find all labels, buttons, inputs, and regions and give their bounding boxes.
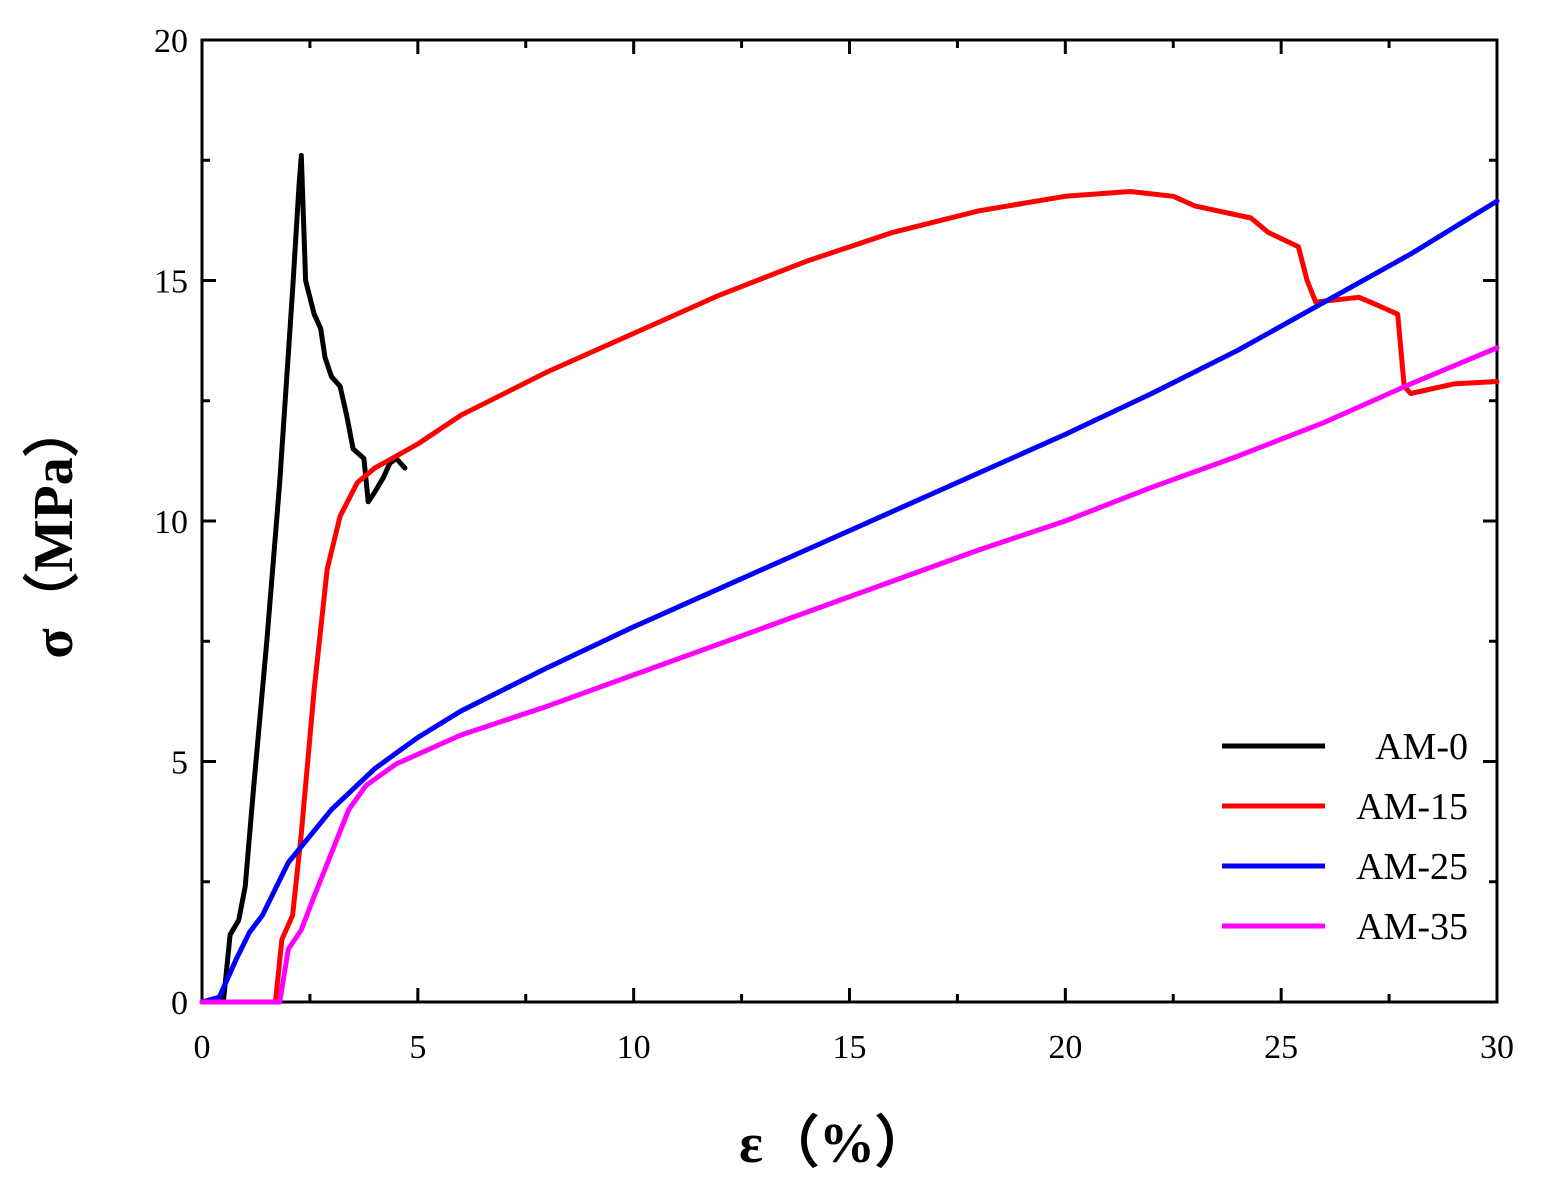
- series-line-am-0: [199, 152, 408, 1005]
- legend: AM-0 AM-15 AM-25 AM-35: [1222, 726, 1468, 948]
- legend-label-am-15: AM-15: [1356, 786, 1468, 828]
- x-tick-label: 10: [617, 1029, 651, 1066]
- series-line-am-35: [199, 345, 1500, 1005]
- x-tick-label: 20: [1048, 1029, 1082, 1066]
- legend-label-am-0: AM-0: [1375, 726, 1468, 768]
- x-axis-title: ε（%）: [739, 1112, 931, 1175]
- legend-label-am-25: AM-25: [1356, 846, 1468, 888]
- x-tick-label: 0: [194, 1029, 211, 1066]
- x-tick-label: 25: [1264, 1029, 1298, 1066]
- y-tick-label: 0: [171, 985, 188, 1022]
- y-tick-label: 10: [154, 504, 188, 541]
- x-tick-label: 30: [1480, 1029, 1514, 1066]
- series-line-am-15: [199, 189, 1500, 1005]
- legend-label-am-35: AM-35: [1356, 906, 1468, 948]
- series-lines: [199, 152, 1500, 1005]
- y-axis-title: σ（MPa）: [22, 401, 85, 659]
- x-tick-label: 5: [409, 1029, 426, 1066]
- plot-area-frame: [200, 38, 1499, 1004]
- axis-tick-labels: 0 5 10 15 20 25 30 0 5 10 15 20: [154, 23, 1514, 1066]
- x-tick-label: 15: [833, 1029, 867, 1066]
- series-line-am-25: [199, 198, 1500, 1005]
- y-tick-label: 15: [154, 264, 188, 301]
- y-tick-label: 20: [154, 23, 188, 60]
- y-tick-label: 5: [171, 745, 188, 782]
- axis-ticks: [200, 38, 1499, 1004]
